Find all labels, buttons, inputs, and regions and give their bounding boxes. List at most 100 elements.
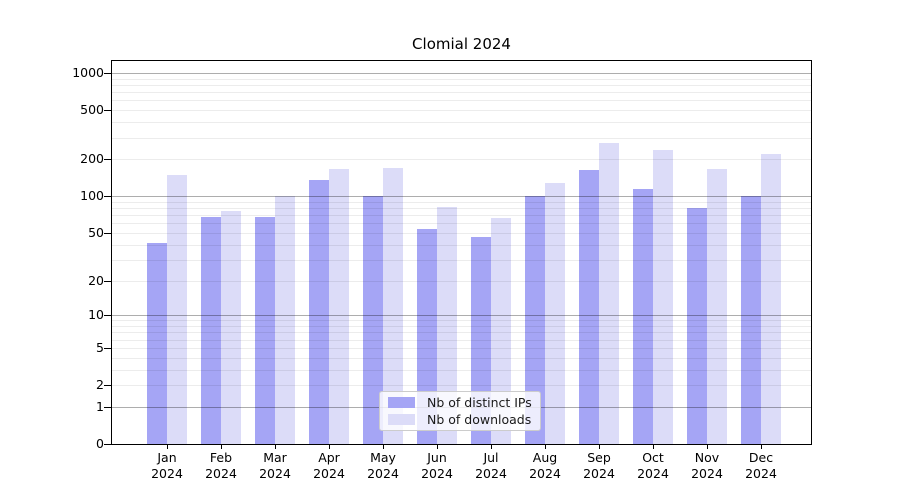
x-tick-mark <box>761 444 762 449</box>
y-tick-label: 100 <box>80 188 104 204</box>
legend-label-downloads: Nb of downloads <box>427 411 532 427</box>
y-tick-mark <box>104 444 111 445</box>
minor-gridline <box>112 326 811 327</box>
major-gridline <box>112 315 811 317</box>
minor-gridline <box>112 78 811 80</box>
x-tick-label: Nov 2024 <box>691 450 723 481</box>
y-tick-label: 500 <box>80 102 104 118</box>
legend: Nb of distinct IPs Nb of downloads <box>379 391 541 431</box>
x-tick-label: Jan 2024 <box>151 450 183 481</box>
x-tick-mark <box>329 444 330 449</box>
major-gridline <box>112 73 811 74</box>
bar-nb-of-downloads <box>329 169 349 444</box>
y-tick-mark <box>104 315 111 317</box>
y-tick-mark <box>104 159 111 161</box>
x-tick-label: Jul 2024 <box>475 450 507 481</box>
x-tick-label: Aug 2024 <box>529 450 561 481</box>
bar-nb-of-downloads <box>167 175 187 444</box>
y-tick-mark <box>104 232 111 234</box>
minor-gridline <box>112 215 811 217</box>
x-tick-mark <box>491 444 492 449</box>
x-tick-mark <box>275 444 276 449</box>
minor-gridline <box>112 232 811 234</box>
y-tick-mark <box>104 196 111 198</box>
minor-gridline <box>112 259 811 261</box>
minor-gridline <box>112 280 811 282</box>
minor-gridline <box>112 347 811 349</box>
y-tick-label: 5 <box>96 339 104 355</box>
legend-row-distinct-ips: Nb of distinct IPs <box>388 394 532 411</box>
chart-title: Clomial 2024 <box>412 35 511 53</box>
bar-nb-of-distinct-ips <box>309 180 329 444</box>
minor-gridline <box>112 332 811 334</box>
bar-nb-of-downloads <box>383 168 403 444</box>
legend-label-distinct-ips: Nb of distinct IPs <box>427 394 532 410</box>
x-tick-mark <box>599 444 600 449</box>
minor-gridline <box>112 223 811 225</box>
bar-nb-of-distinct-ips <box>147 243 167 444</box>
x-tick-mark <box>383 444 384 449</box>
y-tick-mark <box>104 280 111 282</box>
minor-gridline <box>112 320 811 322</box>
legend-swatch-downloads <box>388 414 415 425</box>
bar-nb-of-downloads <box>545 183 565 444</box>
x-tick-label: Feb 2024 <box>205 450 237 481</box>
minor-gridline <box>112 122 811 124</box>
major-gridline <box>112 196 811 198</box>
x-tick-label: Dec 2024 <box>745 450 777 481</box>
x-tick-label: May 2024 <box>367 450 399 481</box>
bar-nb-of-distinct-ips <box>255 217 275 444</box>
minor-gridline <box>112 369 811 371</box>
x-tick-mark <box>221 444 222 449</box>
bar-nb-of-downloads <box>437 207 457 444</box>
y-tick-mark <box>104 385 111 386</box>
bar-nb-of-distinct-ips <box>741 196 761 444</box>
bar-nb-of-distinct-ips <box>525 196 545 444</box>
y-tick-label: 50 <box>88 224 104 240</box>
bar-nb-of-downloads <box>707 168 727 444</box>
minor-gridline <box>112 201 811 203</box>
minor-gridline <box>112 357 811 359</box>
bar-nb-of-distinct-ips <box>687 208 707 444</box>
y-tick-label: 200 <box>80 151 104 167</box>
minor-gridline <box>112 84 811 86</box>
x-tick-label: Sep 2024 <box>583 450 615 481</box>
x-tick-label: Jun 2024 <box>421 450 453 481</box>
x-tick-label: Mar 2024 <box>259 450 291 481</box>
y-tick-label: 10 <box>88 307 104 323</box>
y-tick-label: 1 <box>96 398 104 414</box>
bar-nb-of-downloads <box>599 143 619 444</box>
bar-nb-of-downloads <box>275 196 295 444</box>
y-tick-label: 0 <box>96 436 104 451</box>
y-tick-mark <box>104 73 111 74</box>
minor-gridline <box>112 339 811 341</box>
x-tick-mark <box>167 444 168 449</box>
minor-gridline <box>112 159 811 161</box>
plot-area <box>104 60 812 449</box>
y-tick-mark <box>104 347 111 349</box>
bar-nb-of-distinct-ips <box>579 170 599 444</box>
y-tick-mark <box>104 110 111 112</box>
y-tick-label: 1000 <box>72 65 104 80</box>
bar-nb-of-distinct-ips <box>201 217 221 444</box>
y-tick-mark <box>104 406 111 408</box>
minor-gridline <box>112 92 811 94</box>
bar-nb-of-downloads <box>221 211 241 444</box>
y-tick-label: 2 <box>96 377 104 392</box>
x-tick-mark <box>707 444 708 449</box>
bar-nb-of-downloads <box>761 154 781 444</box>
x-tick-label: Oct 2024 <box>637 450 669 481</box>
grid-layer <box>104 61 811 449</box>
legend-swatch-distinct-ips <box>388 397 415 408</box>
bar-nb-of-distinct-ips <box>417 228 437 444</box>
x-tick-mark <box>545 444 546 449</box>
x-tick-mark <box>437 444 438 449</box>
bar-nb-of-downloads <box>653 150 673 444</box>
minor-gridline <box>112 110 811 112</box>
minor-gridline <box>112 100 811 102</box>
bar-nb-of-distinct-ips <box>363 196 383 444</box>
x-tick-label: Apr 2024 <box>313 450 345 481</box>
minor-gridline <box>112 244 811 246</box>
x-tick-mark <box>653 444 654 449</box>
